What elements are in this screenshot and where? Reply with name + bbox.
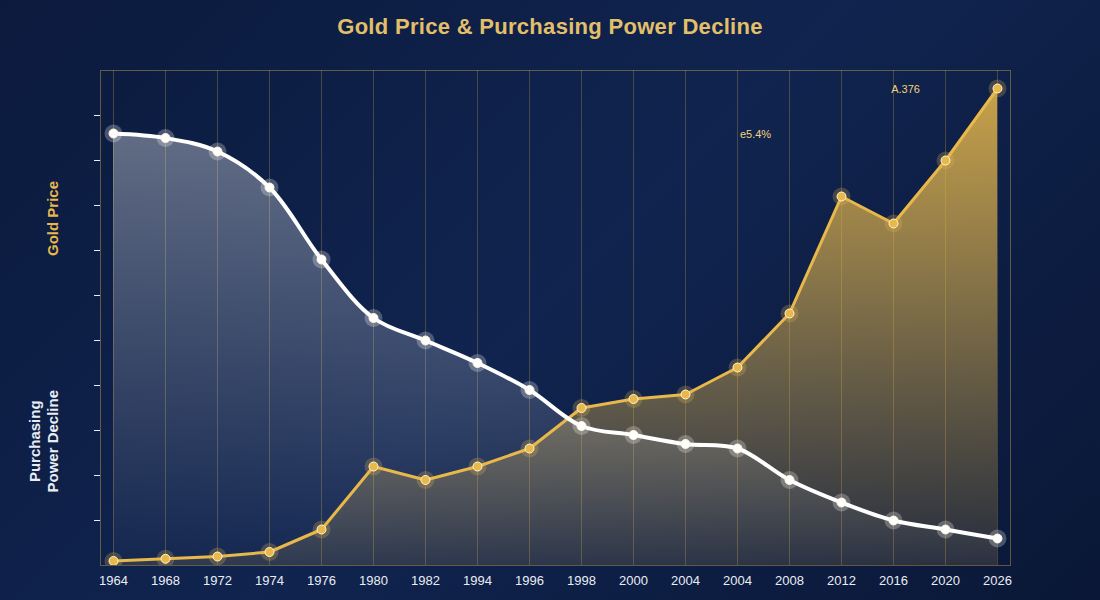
svg-text:1972: 1972 bbox=[203, 573, 232, 588]
svg-text:1998: 1998 bbox=[567, 573, 596, 588]
svg-text:1976: 1976 bbox=[307, 573, 336, 588]
svg-text:2008: 2008 bbox=[775, 573, 804, 588]
svg-text:1980: 1980 bbox=[359, 573, 388, 588]
svg-text:1994: 1994 bbox=[463, 573, 492, 588]
svg-text:2004: 2004 bbox=[723, 573, 752, 588]
svg-text:Purchasing: Purchasing bbox=[26, 400, 43, 482]
svg-text:2000: 2000 bbox=[619, 573, 648, 588]
svg-text:A.376: A.376 bbox=[891, 83, 920, 95]
svg-text:1982: 1982 bbox=[411, 573, 440, 588]
svg-text:Gold Price: Gold Price bbox=[44, 181, 61, 256]
svg-text:Power Decline: Power Decline bbox=[44, 390, 61, 493]
html-text:Gold Price & Purchasing Power: Gold Price & Purchasing Power Decline bbox=[337, 14, 763, 39]
svg-text:1996: 1996 bbox=[515, 573, 544, 588]
svg-text:2016: 2016 bbox=[879, 573, 908, 588]
svg-text:2004: 2004 bbox=[671, 573, 700, 588]
svg-text:1964: 1964 bbox=[99, 573, 128, 588]
svg-text:e5.4%: e5.4% bbox=[740, 128, 771, 140]
svg-text:2020: 2020 bbox=[931, 573, 960, 588]
svg-text:2026: 2026 bbox=[983, 573, 1012, 588]
svg-text:1968: 1968 bbox=[151, 573, 180, 588]
svg-text:1974: 1974 bbox=[255, 573, 284, 588]
svg-text:2012: 2012 bbox=[827, 573, 856, 588]
